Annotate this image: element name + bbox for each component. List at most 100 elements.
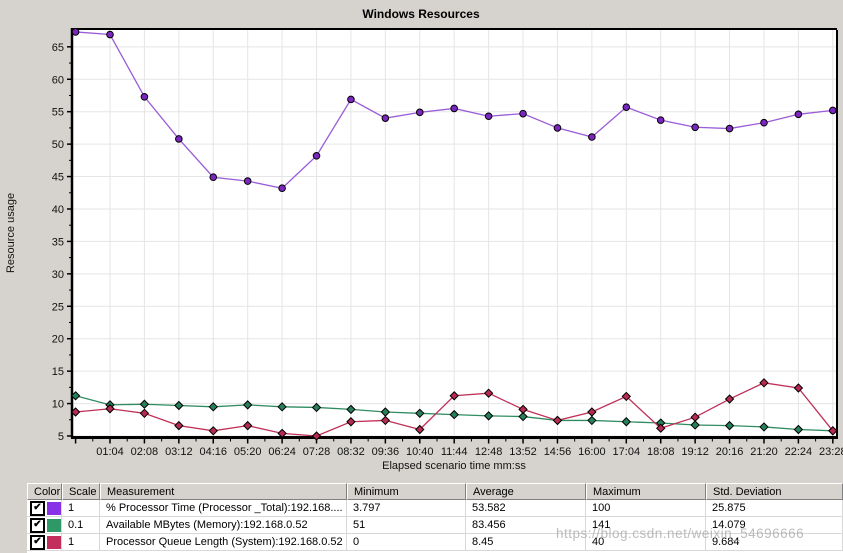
- x-tick-label: 11:44: [441, 446, 468, 458]
- data-point: [381, 114, 390, 122]
- x-tick-label: 01:04: [96, 446, 124, 458]
- maximum-cell: 100: [586, 500, 706, 517]
- measurement-cell: Available MBytes (Memory):192.168.0.52: [100, 517, 347, 534]
- column-header-average[interactable]: Average: [466, 483, 586, 500]
- minimum-cell: 51: [347, 517, 466, 534]
- measurement-row[interactable]: ✔ 1% Processor Time (Processor _Total):19…: [27, 500, 843, 517]
- y-tick-label: 20: [52, 334, 64, 346]
- data-point: [588, 133, 596, 141]
- measurement-cell: Processor Queue Length (System):192.168.…: [100, 534, 347, 551]
- data-point: [139, 399, 150, 409]
- column-header-scale[interactable]: Scale: [62, 483, 100, 500]
- scale-cell: 1: [62, 500, 100, 517]
- data-point: [449, 391, 459, 401]
- x-tick-label: 23:28: [819, 446, 843, 458]
- column-header-std-deviation[interactable]: Std. Deviation: [706, 483, 843, 500]
- x-tick-label: 05:20: [234, 446, 262, 458]
- measurement-enabled-checkbox[interactable]: ✔: [30, 518, 45, 533]
- y-tick-label: 40: [52, 204, 64, 216]
- data-point: [724, 420, 735, 431]
- x-tick-label: 14:56: [544, 446, 572, 458]
- std-deviation-cell: 9.684: [706, 534, 843, 551]
- measurement-row[interactable]: ✔ 0.1 Available MBytes (Memory):192.168.0.…: [27, 517, 843, 534]
- std-deviation-cell: 25.875: [706, 500, 843, 517]
- x-tick-label: 21:20: [750, 446, 778, 458]
- chart-title: Windows Resources: [362, 7, 480, 21]
- data-point: [70, 407, 81, 417]
- data-point: [346, 417, 356, 427]
- data-point: [622, 103, 631, 111]
- series-color-swatch: [47, 519, 61, 532]
- data-point: [415, 408, 425, 419]
- column-header-color[interactable]: Color: [27, 483, 62, 500]
- data-point: [277, 428, 287, 439]
- data-point: [519, 109, 527, 118]
- measurement-row[interactable]: ✔ 1 Processor Queue Length (System):192.16…: [27, 534, 843, 551]
- y-tick-label: 5: [58, 431, 64, 443]
- data-point: [311, 431, 322, 441]
- series-color-swatch: [47, 536, 61, 549]
- x-tick-label: 18:08: [647, 446, 675, 458]
- data-point: [242, 420, 253, 431]
- data-point: [139, 408, 150, 419]
- color-cell: ✔: [27, 500, 62, 517]
- data-point: [759, 422, 769, 432]
- column-header-maximum[interactable]: Maximum: [586, 483, 706, 500]
- data-point: [828, 426, 838, 436]
- average-cell: 53.582: [466, 500, 586, 517]
- data-point: [725, 124, 734, 133]
- resource-usage-chart: 5 10 15 20 25 30 35 40 45 50 55 60 65 01:04 02:08 03:12…: [5, 7, 843, 472]
- column-header-measurement[interactable]: Measurement: [100, 483, 347, 500]
- data-point: [793, 424, 804, 435]
- data-point: [415, 424, 425, 435]
- x-tick-label: 09:36: [372, 446, 400, 458]
- y-axis-label: Resource usage: [5, 193, 17, 273]
- data-point: [450, 104, 459, 113]
- x-tick-label: 22:24: [785, 446, 813, 458]
- x-tick-label: 07:28: [303, 446, 331, 458]
- x-tick-label: 17:04: [613, 446, 641, 458]
- y-tick-label: 60: [52, 74, 64, 86]
- data-point: [724, 394, 735, 404]
- scale-cell: 1: [62, 534, 100, 551]
- data-point: [140, 92, 149, 101]
- y-tick-label: 10: [52, 399, 64, 411]
- x-tick-label: 08:32: [337, 446, 365, 458]
- minimum-cell: 3.797: [347, 500, 466, 517]
- x-tick-label: 16:00: [578, 446, 606, 458]
- x-tick-label: 02:08: [131, 446, 159, 458]
- data-point: [174, 400, 184, 411]
- data-point: [311, 402, 322, 413]
- average-cell: 83.456: [466, 517, 586, 534]
- column-header-minimum[interactable]: Minimum: [347, 483, 466, 500]
- data-point: [347, 95, 355, 104]
- data-point: [346, 404, 356, 415]
- measurement-legend-table: Color Scale Measurement Minimum Average Maxim…: [27, 483, 843, 553]
- data-point: [312, 152, 321, 160]
- y-tick-label: 15: [52, 366, 64, 378]
- x-tick-label: 10:40: [406, 446, 434, 458]
- data-point: [760, 118, 768, 127]
- data-point: [691, 123, 699, 132]
- measurement-enabled-checkbox[interactable]: ✔: [30, 501, 45, 516]
- y-tick-label: 25: [52, 301, 64, 313]
- data-point: [484, 112, 493, 121]
- data-point: [690, 420, 700, 430]
- x-tick-label: 13:52: [509, 446, 537, 458]
- color-cell: ✔: [27, 517, 62, 534]
- data-point: [621, 417, 632, 427]
- data-point: [483, 388, 494, 398]
- legend-header-row: Color Scale Measurement Minimum Average Maxim…: [27, 483, 843, 500]
- data-point: [793, 383, 804, 393]
- data-point: [483, 411, 494, 421]
- axis-ticks: [67, 46, 834, 444]
- y-tick-label: 50: [52, 139, 64, 151]
- data-point: [243, 177, 252, 185]
- data-point: [380, 415, 391, 426]
- data-point: [759, 378, 769, 388]
- measurement-enabled-checkbox[interactable]: ✔: [30, 535, 45, 550]
- data-point: [656, 423, 666, 433]
- data-point: [415, 108, 424, 117]
- series-color-swatch: [47, 502, 61, 515]
